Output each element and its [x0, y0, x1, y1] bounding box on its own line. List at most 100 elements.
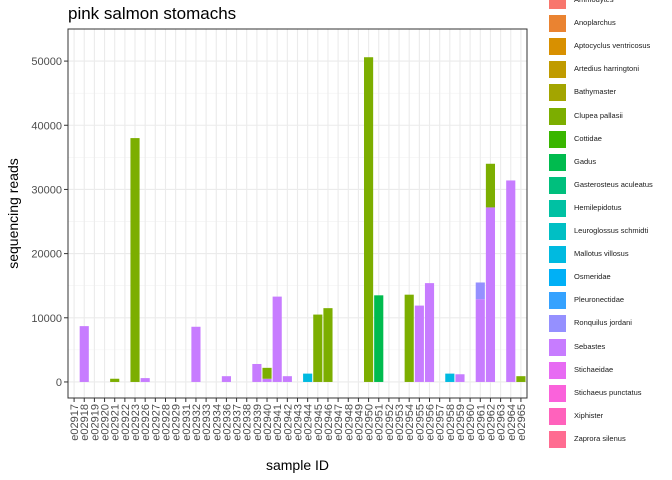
x-tick-label: e02950	[364, 404, 376, 441]
legend-swatch	[549, 223, 566, 240]
legend-label: Stichaeus punctatus	[574, 387, 642, 397]
bar-segment	[475, 282, 485, 300]
x-tick-label: e02937	[232, 404, 244, 441]
x-tick-label: e02939	[252, 404, 264, 441]
x-tick-label: e02960	[465, 404, 477, 441]
x-tick-label: e02938	[242, 404, 254, 441]
y-tick-label: 20000	[31, 249, 62, 261]
legend-swatch	[549, 384, 566, 402]
bar-segment	[110, 378, 120, 382]
bar-segment	[364, 57, 374, 382]
y-tick-label: 10000	[31, 313, 62, 325]
x-tick-label: e02932	[191, 404, 203, 441]
legend-label: Mallotus villosus	[574, 249, 629, 259]
x-tick-label: e02957	[435, 404, 447, 441]
bar-segment	[262, 367, 272, 379]
legend-swatch	[549, 338, 566, 356]
legend-swatch	[549, 176, 566, 194]
legend-swatch	[549, 0, 566, 9]
legend-label: Hemilepidotus	[574, 202, 622, 212]
legend-label: Artedius harringtoni	[574, 64, 640, 74]
legend-swatch	[549, 38, 566, 56]
bar-segment	[374, 295, 384, 382]
bar-segment	[516, 376, 526, 382]
legend: Ammodytes Anoplarchus Aptocyclus ventricos…	[549, 0, 672, 480]
x-tick-label: e02947	[333, 404, 345, 441]
x-tick-label: e02933	[201, 404, 213, 441]
x-tick-label: e02964	[506, 404, 518, 441]
legend-swatch	[549, 407, 566, 425]
x-axis: e02917e02918e02919e02920e02921e02922e029…	[69, 398, 528, 441]
bar-segment	[424, 283, 435, 382]
x-tick-label: e02921	[110, 404, 122, 441]
bar-segment	[191, 326, 201, 382]
legend-label: Ammodytes	[574, 0, 614, 4]
bar-segment	[404, 294, 414, 382]
bar-segment	[323, 308, 333, 382]
bar-segment	[79, 326, 89, 382]
x-tick-label: e02954	[404, 404, 416, 441]
x-tick-label: e02927	[150, 404, 162, 441]
legend-swatch	[549, 315, 566, 333]
x-tick-label: e02965	[516, 404, 528, 441]
legend-label: Leuroglossus schmidti	[574, 226, 649, 235]
x-tick-label: e02931	[181, 404, 193, 441]
legend-swatch	[549, 292, 566, 310]
legend-swatch	[549, 84, 566, 102]
major-gridlines	[68, 29, 527, 398]
x-tick-label: e02948	[343, 404, 355, 441]
legend-label: Stichaeidae	[574, 364, 614, 374]
bar-segment	[252, 363, 262, 382]
x-tick-label: e02944	[303, 404, 315, 441]
y-axis-title: sequencing reads	[5, 158, 21, 269]
legend-swatch	[549, 61, 566, 79]
legend-label: Zaprora silenus	[574, 433, 626, 443]
y-tick-label: 0	[56, 377, 62, 389]
x-axis-title: sample ID	[266, 457, 329, 473]
x-tick-label: e02936	[221, 404, 233, 441]
x-tick-label: e02928	[160, 404, 172, 441]
legend-label: Anoplarchus	[574, 18, 616, 28]
bar-segment	[140, 378, 150, 382]
legend-swatch	[549, 153, 566, 171]
bar-segment	[455, 374, 465, 382]
x-tick-label: e02961	[475, 404, 487, 441]
x-tick-label: e02919	[89, 404, 101, 441]
bar-segment	[506, 180, 516, 382]
x-tick-label: e02943	[293, 404, 305, 441]
legend-label: Xiphister	[574, 410, 604, 420]
bar-segment	[414, 305, 424, 382]
x-tick-label: e02956	[425, 404, 437, 441]
legend-swatch	[549, 15, 566, 33]
legend-swatch	[549, 130, 566, 148]
x-tick-label: e02940	[262, 404, 274, 441]
x-tick-label: e02941	[272, 404, 284, 441]
x-tick-label: e02923	[130, 404, 142, 441]
x-tick-label: e02922	[120, 404, 132, 441]
x-tick-label: e02942	[282, 404, 294, 441]
x-tick-label: e02917	[69, 404, 81, 441]
x-tick-label: e02951	[374, 404, 386, 441]
bar-segment	[485, 163, 496, 208]
x-tick-label: e02946	[323, 404, 335, 441]
x-tick-label: e02920	[100, 404, 112, 441]
legend-label: Bathymaster	[574, 87, 617, 97]
legend-label: Aptocyclus ventricosus	[574, 41, 651, 51]
x-tick-label: e02918	[79, 404, 91, 441]
bar-segment	[475, 299, 485, 382]
legend-label: Pleuronectidae	[574, 295, 625, 305]
x-tick-label: e02926	[140, 404, 152, 441]
x-tick-label: e02953	[394, 404, 406, 441]
bar-segment	[221, 376, 231, 382]
bar-segment	[272, 296, 282, 382]
x-tick-label: e02934	[211, 404, 223, 441]
bar-segment	[282, 376, 292, 382]
legend-label: Gadus	[574, 156, 597, 166]
y-axis: 0 10000 20000 30000 40000 50000	[31, 56, 68, 389]
x-tick-label: e02945	[313, 404, 325, 441]
x-tick-label: e02959	[455, 404, 467, 441]
x-tick-label: e02963	[496, 404, 508, 441]
legend-label: Ronquilus jordani	[574, 318, 632, 328]
y-tick-label: 30000	[31, 184, 62, 196]
x-tick-label: e02958	[445, 404, 457, 441]
